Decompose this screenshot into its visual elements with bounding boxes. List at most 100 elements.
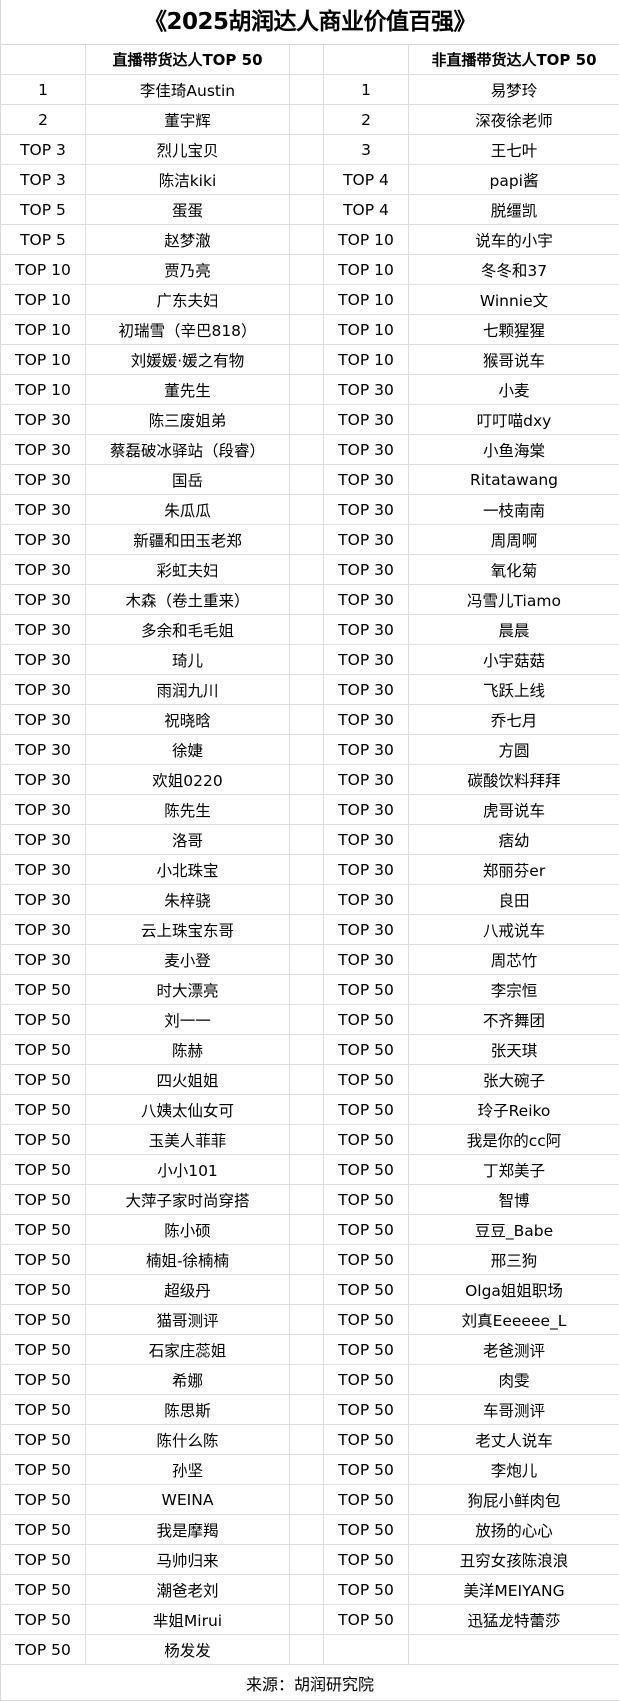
non-live-name: 方圆 — [498, 741, 530, 760]
table-row: TOP 30 新疆和田玉老郑 TOP 30 周周啊 — [1, 525, 619, 555]
non-live-rank: TOP 30 — [324, 825, 409, 854]
live-name: 祝晓晗 — [86, 705, 290, 734]
table-row: TOP 30 朱瓜瓜 TOP 30 一枝南南 — [1, 495, 619, 525]
live-name: 陈赫 — [86, 1035, 290, 1064]
non-live-rank: TOP 50 — [324, 1065, 409, 1094]
live-name: 欢姐0220 — [86, 765, 290, 794]
non-live-rank: TOP 30 — [324, 435, 409, 464]
spacer-cell — [290, 315, 324, 344]
non-live-name: 氧化菊 — [490, 561, 538, 580]
non-live-rank: TOP 30 — [324, 645, 409, 674]
non-live-name: 放扬的心心 — [475, 1521, 553, 1540]
table-row: TOP 50 大萍子家时尚穿搭 TOP 50 智博 — [1, 1185, 619, 1215]
table-row: TOP 50 孙坚 TOP 50 李炮儿 — [1, 1455, 619, 1485]
table-row: TOP 30 祝晓晗 TOP 30 乔七月 — [1, 705, 619, 735]
live-rank: TOP 50 — [1, 1335, 86, 1364]
live-rank: TOP 30 — [1, 495, 86, 524]
live-rank: TOP 50 — [1, 1515, 86, 1544]
table-row: TOP 50 希娜 TOP 50 肉雯 — [1, 1365, 619, 1395]
non-live-rank: TOP 50 — [324, 1575, 409, 1604]
spacer-cell — [290, 1395, 324, 1424]
table-row: TOP 50 芈姐Mirui TOP 50 迅猛龙特蕾莎 — [1, 1605, 619, 1635]
spacer-cell — [290, 1125, 324, 1154]
table-row: TOP 30 小北珠宝 TOP 30 郑丽芬er — [1, 855, 619, 885]
non-live-name: 猴哥说车 — [482, 351, 545, 370]
live-name: 陈小硕 — [86, 1215, 290, 1244]
live-name: 刘媛媛·媛之有物 — [86, 345, 290, 374]
non-live-name: 丁郑美子 — [482, 1161, 545, 1180]
live-name: 潮爸老刘 — [86, 1575, 290, 1604]
spacer-cell — [290, 285, 324, 314]
spacer-cell — [290, 705, 324, 734]
non-live-name: 说车的小宇 — [475, 231, 553, 250]
non-live-name: Winnie文 — [479, 291, 549, 310]
non-live-name: 良田 — [498, 891, 530, 910]
spacer-cell — [290, 1605, 324, 1634]
non-live-rank: TOP 4 — [324, 165, 409, 194]
table-row: TOP 50 小小101 TOP 50 丁郑美子 — [1, 1155, 619, 1185]
live-rank: TOP 50 — [1, 1185, 86, 1214]
non-live-name — [409, 1635, 619, 1664]
spacer-cell — [290, 1095, 324, 1124]
non-live-name: 老丈人说车 — [475, 1431, 553, 1450]
non-live-rank: TOP 30 — [324, 555, 409, 584]
live-rank: 2 — [1, 105, 86, 134]
live-name: 云上珠宝东哥 — [86, 915, 290, 944]
spacer-cell — [290, 765, 324, 794]
spacer-cell — [290, 945, 324, 974]
live-rank: TOP 30 — [1, 645, 86, 674]
table-row: TOP 50 陈思斯 TOP 50 车哥测评 — [1, 1395, 619, 1425]
live-name: 蛋蛋 — [86, 195, 290, 224]
non-live-rank: TOP 30 — [324, 735, 409, 764]
non-live-name: 邢三狗 — [490, 1251, 538, 1270]
non-live-name: 周芯竹 — [490, 951, 538, 970]
table-row: TOP 30 国岳 TOP 30 Ritatawang — [1, 465, 619, 495]
non-live-rank: TOP 30 — [324, 375, 409, 404]
live-name: 时大漂亮 — [86, 975, 290, 1004]
table-row: TOP 50 超级丹 TOP 50 Olga姐姐职场 — [1, 1275, 619, 1305]
spacer-cell — [290, 195, 324, 224]
live-name: 杨发发 — [86, 1635, 290, 1664]
table-row: TOP 10 刘媛媛·媛之有物 TOP 10 猴哥说车 — [1, 345, 619, 375]
live-rank: TOP 50 — [1, 1605, 86, 1634]
header-non-live: 非直播带货达人TOP 50 — [431, 51, 597, 69]
live-rank: TOP 30 — [1, 525, 86, 554]
non-live-name: 一枝南南 — [482, 501, 545, 520]
table-row: TOP 3 陈洁kiki TOP 4 papi酱 — [1, 165, 619, 195]
non-live-rank: TOP 50 — [324, 1275, 409, 1304]
live-name: 超级丹 — [86, 1275, 290, 1304]
page-title: 《2025胡润达人商业价值百强》 — [1, 0, 619, 45]
non-live-name: 豆豆_Babe — [474, 1221, 554, 1240]
live-name: 董宇辉 — [86, 105, 290, 134]
table-row: TOP 50 陈赫 TOP 50 张天琪 — [1, 1035, 619, 1065]
non-live-name: 不齐舞团 — [482, 1011, 545, 1030]
non-live-rank: TOP 30 — [324, 405, 409, 434]
non-live-rank: 1 — [324, 75, 409, 104]
live-name: 小小101 — [86, 1155, 290, 1184]
live-rank: TOP 30 — [1, 945, 86, 974]
table-row: TOP 30 云上珠宝东哥 TOP 30 八戒说车 — [1, 915, 619, 945]
spacer-cell — [290, 675, 324, 704]
live-name: 我是摩羯 — [86, 1515, 290, 1544]
spacer-cell — [290, 435, 324, 464]
non-live-name: 小鱼海棠 — [482, 441, 545, 460]
live-rank: TOP 30 — [1, 675, 86, 704]
live-name: 朱瓜瓜 — [86, 495, 290, 524]
source-note: 来源：胡润研究院 — [1, 1665, 619, 1701]
live-rank: TOP 30 — [1, 555, 86, 584]
non-live-rank: TOP 30 — [324, 675, 409, 704]
live-rank: 1 — [1, 75, 86, 104]
non-live-rank: TOP 50 — [324, 1305, 409, 1334]
non-live-rank: TOP 30 — [324, 945, 409, 974]
live-name: 陈先生 — [86, 795, 290, 824]
spacer-cell — [290, 645, 324, 674]
live-name: 琦儿 — [86, 645, 290, 674]
non-live-name: 李宗恒 — [490, 981, 538, 1000]
non-live-rank: TOP 30 — [324, 915, 409, 944]
live-name: 木森（卷土重来） — [86, 585, 290, 614]
live-rank: TOP 30 — [1, 825, 86, 854]
non-live-rank: TOP 50 — [324, 1005, 409, 1034]
non-live-rank: TOP 30 — [324, 795, 409, 824]
non-live-name: 脱缰凯 — [490, 201, 538, 220]
non-live-name: 张天琪 — [490, 1041, 538, 1060]
